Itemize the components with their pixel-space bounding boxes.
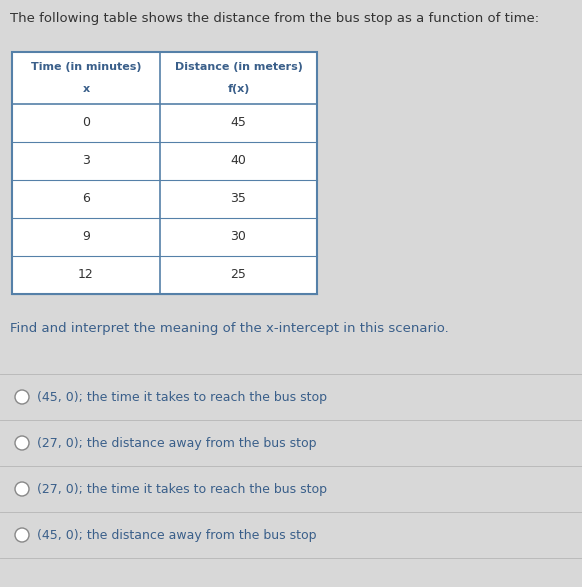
Text: (45, 0); the distance away from the bus stop: (45, 0); the distance away from the bus … (37, 528, 317, 541)
Circle shape (15, 436, 29, 450)
Text: 6: 6 (82, 193, 90, 205)
Circle shape (15, 390, 29, 404)
Circle shape (15, 482, 29, 496)
Text: x: x (83, 84, 90, 94)
FancyBboxPatch shape (12, 52, 317, 294)
Text: (45, 0); the time it takes to reach the bus stop: (45, 0); the time it takes to reach the … (37, 390, 327, 403)
Text: 25: 25 (230, 268, 246, 282)
Text: Distance (in meters): Distance (in meters) (175, 62, 303, 72)
Text: The following table shows the distance from the bus stop as a function of time:: The following table shows the distance f… (10, 12, 539, 25)
Text: (27, 0); the time it takes to reach the bus stop: (27, 0); the time it takes to reach the … (37, 483, 327, 495)
Text: Find and interpret the meaning of the x-intercept in this scenario.: Find and interpret the meaning of the x-… (10, 322, 449, 335)
Text: 30: 30 (230, 231, 246, 244)
Text: 35: 35 (230, 193, 246, 205)
Text: Time (in minutes): Time (in minutes) (31, 62, 141, 72)
Text: f(x): f(x) (228, 84, 250, 94)
Text: (27, 0); the distance away from the bus stop: (27, 0); the distance away from the bus … (37, 437, 317, 450)
Text: 9: 9 (82, 231, 90, 244)
Text: 12: 12 (78, 268, 94, 282)
Text: 3: 3 (82, 154, 90, 167)
Circle shape (15, 528, 29, 542)
Text: 40: 40 (230, 154, 246, 167)
Text: 0: 0 (82, 116, 90, 130)
Text: 45: 45 (230, 116, 246, 130)
